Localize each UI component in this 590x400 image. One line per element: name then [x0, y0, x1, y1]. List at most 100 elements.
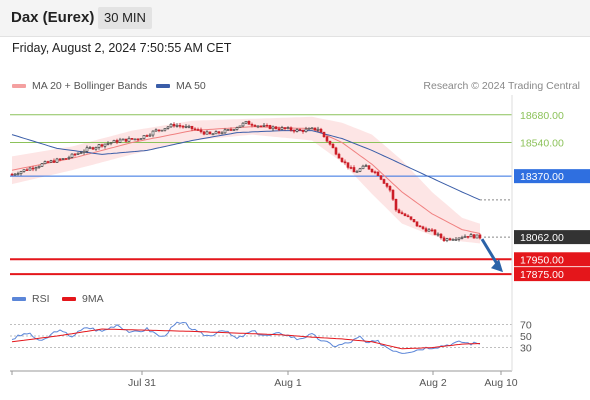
candle-body [133, 138, 137, 141]
candle-body [310, 127, 314, 130]
rsi-ma-swatch [62, 297, 76, 302]
candle-body [415, 221, 419, 227]
candle-body [163, 128, 167, 131]
candle-body [172, 123, 176, 127]
chart-header: Dax (Eurex) 30 MIN [0, 0, 590, 37]
candle-body [187, 125, 191, 128]
candle-body [448, 238, 452, 241]
candle-body [322, 131, 326, 137]
rsi-tick-label: 50 [520, 331, 532, 343]
candle-body [274, 126, 278, 130]
candles-layer [10, 120, 482, 243]
candle-body [178, 125, 182, 127]
candle-body [46, 161, 50, 163]
rsi-label: RSI [32, 293, 50, 305]
candle-body [424, 228, 428, 232]
candle-body [460, 237, 464, 239]
candle-body [478, 234, 482, 239]
candle-body [469, 234, 473, 238]
candle-body [154, 129, 158, 132]
candle-body [355, 171, 359, 173]
candle-body [298, 129, 302, 131]
candle-body [475, 234, 479, 239]
candle-body [184, 126, 188, 128]
candle-body [34, 167, 38, 170]
candle-body [124, 138, 128, 142]
forecast-arrow-head [491, 259, 503, 273]
instrument-title: Dax (Eurex) [11, 9, 95, 26]
bollinger-label: MA 20 + Bollinger Bands [32, 80, 148, 92]
candle-body [259, 125, 263, 128]
candle-body [220, 132, 224, 135]
candle-body [70, 153, 74, 158]
candle-body [190, 125, 194, 130]
candle-body [337, 153, 341, 159]
time-tick-label: Jul 31 [128, 377, 156, 389]
candle-body [385, 183, 389, 187]
candle-body [454, 238, 458, 241]
candle-body [307, 128, 311, 130]
candle-body [349, 167, 353, 169]
candle-body [442, 237, 446, 241]
candle-body [328, 140, 332, 145]
candle-body [331, 143, 335, 149]
candle-body [316, 128, 320, 131]
bollinger-swatch [12, 84, 26, 89]
candle-body [229, 129, 233, 131]
candle-body [340, 157, 344, 163]
last-level-label: 18062.00 [520, 232, 564, 244]
forecast-layer [480, 238, 503, 273]
candle-body [235, 127, 239, 130]
rsi-ma-line [11, 328, 481, 350]
candle-body [226, 129, 230, 131]
pivot-label-bg [514, 169, 590, 184]
candle-body [202, 131, 206, 135]
candle-body [16, 173, 20, 175]
candle-body [142, 135, 146, 139]
candle-body [346, 162, 350, 168]
candle-body [370, 168, 374, 173]
support-level-label: 17875.00 [520, 269, 564, 281]
candle-body [28, 167, 32, 171]
candle-body [94, 147, 98, 150]
candle-body [394, 198, 398, 211]
candle-body [52, 160, 56, 163]
candle-body [73, 153, 77, 156]
candle-body [433, 229, 437, 235]
candle-body [217, 131, 221, 134]
candle-body [373, 171, 377, 174]
legend-ma50: MA 50 [156, 80, 206, 92]
candle-body [67, 157, 71, 159]
candle-body [250, 124, 254, 126]
candle-body [43, 161, 47, 164]
candle-body [265, 124, 269, 127]
candle-body [130, 138, 134, 140]
candle-body [421, 226, 425, 229]
candle-body [412, 219, 416, 223]
candle-body [118, 139, 122, 143]
candle-body [313, 127, 317, 131]
candle-body [436, 233, 440, 236]
candle-body [295, 129, 299, 132]
candle-body [262, 124, 266, 127]
candle-body [49, 160, 53, 163]
candle-body [82, 150, 86, 153]
time-tick-label: Aug 2 [419, 377, 447, 389]
candle-body [103, 143, 107, 147]
pivot-level-label: 18370.00 [520, 171, 564, 183]
candle-body [391, 189, 395, 200]
bollinger-band-layer [12, 116, 480, 244]
candle-body [139, 138, 143, 140]
candle-body [40, 163, 44, 167]
candle-body [418, 225, 422, 228]
candle-body [277, 128, 281, 131]
timeframe-button[interactable]: 30 MIN [98, 7, 152, 29]
candle-body [304, 128, 308, 132]
candle-body [205, 131, 209, 135]
rsi-swatch [12, 297, 26, 302]
candle-body [238, 125, 242, 128]
candle-body [409, 216, 413, 220]
candle-body [148, 134, 152, 137]
